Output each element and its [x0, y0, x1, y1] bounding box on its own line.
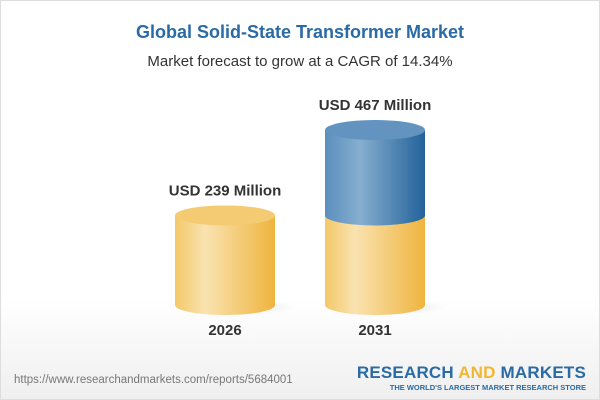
- chart-subtitle: Market forecast to grow at a CAGR of 14.…: [147, 53, 453, 70]
- bar-growth-segment: [325, 130, 425, 226]
- category-label: 2031: [358, 322, 391, 339]
- bar-base-segment: [325, 215, 425, 315]
- source-url[interactable]: https://www.researchandmarkets.com/repor…: [14, 374, 293, 386]
- bar-top-cap: [175, 205, 275, 226]
- data-label: USD 467 Million: [319, 97, 432, 114]
- data-label: USD 239 Million: [169, 182, 282, 199]
- chart-title: Global Solid-State Transformer Market: [135, 22, 465, 42]
- bar-top-cap: [325, 120, 425, 140]
- bar-base-segment: [175, 215, 275, 315]
- research-and-markets-logo: RESEARCH AND MARKETS THE WORLD'S LARGEST…: [356, 363, 586, 393]
- category-label: 2026: [208, 322, 241, 339]
- logo-tagline: THE WORLD'S LARGEST MARKET RESEARCH STOR…: [389, 383, 586, 392]
